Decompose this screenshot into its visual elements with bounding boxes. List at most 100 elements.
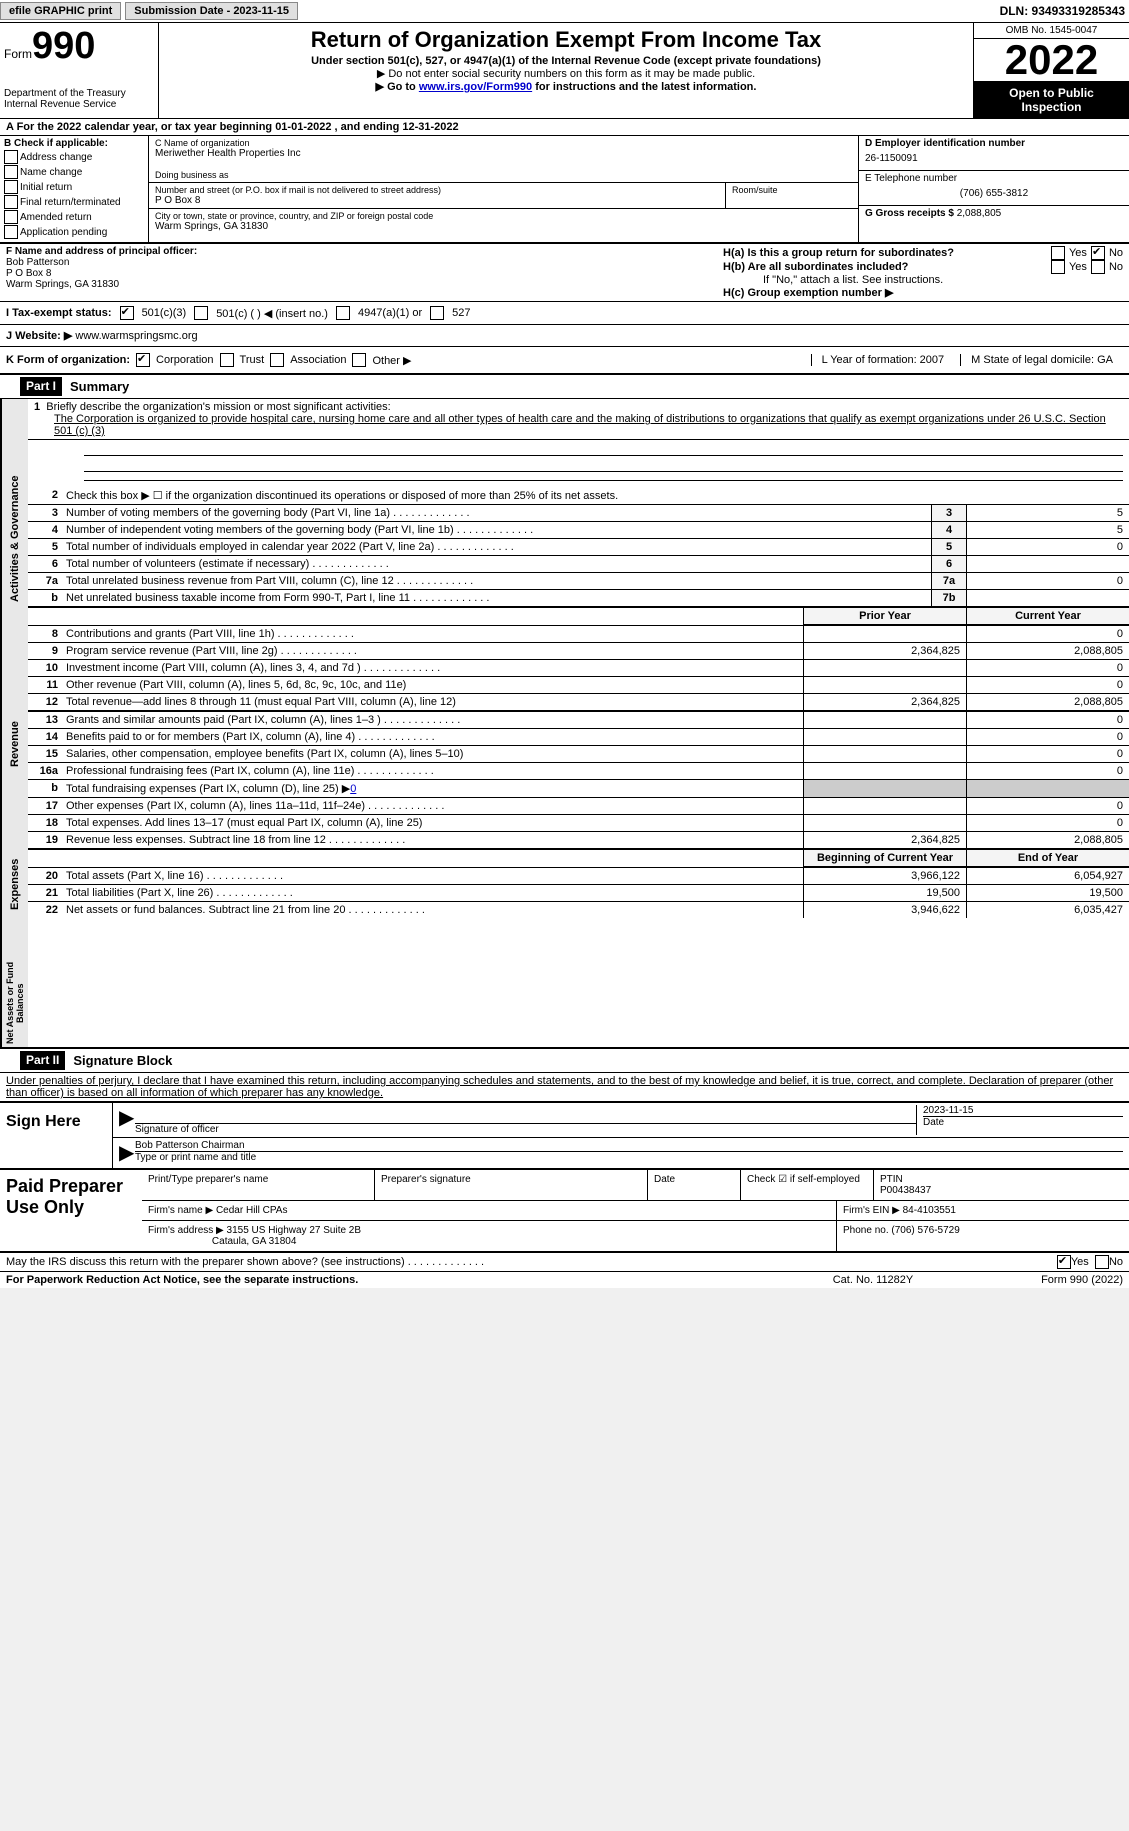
gross-label: G Gross receipts $ bbox=[865, 208, 954, 219]
col-d: D Employer identification number 26-1150… bbox=[858, 136, 1129, 242]
arrow-icon: ▶ bbox=[119, 1140, 135, 1166]
line-17: 17Other expenses (Part IX, column (A), l… bbox=[28, 798, 1129, 815]
note2-post: for instructions and the latest informat… bbox=[532, 81, 756, 93]
i-o2: 501(c) ( ) ◀ (insert no.) bbox=[216, 307, 328, 320]
fundraising-link[interactable]: 0 bbox=[350, 783, 356, 795]
sign-here-section: Sign Here ▶ Signature of officer 2023-11… bbox=[0, 1101, 1129, 1168]
k-corp[interactable] bbox=[136, 353, 150, 367]
check-label: Application pending bbox=[20, 227, 107, 238]
firm-name: Cedar Hill CPAs bbox=[216, 1205, 288, 1216]
officer-name: Bob Patterson bbox=[6, 257, 69, 268]
hb-note: If "No," attach a list. See instructions… bbox=[723, 274, 1123, 286]
check-initial[interactable]: Initial return bbox=[4, 180, 144, 194]
penalties-text: Under penalties of perjury, I declare th… bbox=[0, 1073, 1129, 1101]
check-pending[interactable]: Application pending bbox=[4, 225, 144, 239]
discuss-no[interactable] bbox=[1095, 1255, 1109, 1269]
m-state: M State of legal domicile: GA bbox=[960, 354, 1123, 366]
k-trust-label: Trust bbox=[240, 354, 265, 366]
ha-yes[interactable] bbox=[1051, 246, 1065, 260]
dept-treasury: Department of the Treasury Internal Reve… bbox=[4, 88, 154, 110]
form-page: efile GRAPHIC print Submission Date - 20… bbox=[0, 0, 1129, 1288]
i-4947[interactable] bbox=[336, 306, 350, 320]
header: Form990 Department of the Treasury Inter… bbox=[0, 23, 1129, 119]
tax-year: 2022 bbox=[974, 39, 1129, 82]
side-revenue: Revenue bbox=[0, 679, 28, 809]
blank-lines bbox=[84, 440, 1123, 481]
line-15: 15Salaries, other compensation, employee… bbox=[28, 746, 1129, 763]
row-i: I Tax-exempt status: 501(c)(3) 501(c) ( … bbox=[0, 302, 1129, 325]
line-7b: bNet unrelated business taxable income f… bbox=[28, 590, 1129, 608]
firm-addr-label: Firm's address ▶ bbox=[148, 1225, 224, 1236]
side-expenses: Expenses bbox=[0, 809, 28, 959]
ha-label: H(a) Is this a group return for subordin… bbox=[723, 247, 1047, 259]
line-14: 14Benefits paid to or for members (Part … bbox=[28, 729, 1129, 746]
k-other-label: Other ▶ bbox=[372, 354, 411, 367]
dln: DLN: 93493319285343 bbox=[1000, 4, 1129, 18]
org-name: Meriwether Health Properties Inc bbox=[155, 148, 852, 159]
line-11: 11Other revenue (Part VIII, column (A), … bbox=[28, 677, 1129, 694]
yes-label: Yes bbox=[1071, 1256, 1089, 1268]
ha-no[interactable] bbox=[1091, 246, 1105, 260]
hb-yes[interactable] bbox=[1051, 260, 1065, 274]
j-label: J Website: ▶ bbox=[6, 330, 72, 342]
prep-name-label: Print/Type preparer's name bbox=[142, 1170, 375, 1200]
l1-text: Briefly describe the organization's miss… bbox=[46, 401, 390, 413]
check-label: Initial return bbox=[20, 182, 72, 193]
header-right: OMB No. 1545-0047 2022 Open to Public In… bbox=[973, 23, 1129, 118]
form-num: 990 bbox=[32, 25, 95, 67]
line-13: 13Grants and similar amounts paid (Part … bbox=[28, 712, 1129, 729]
i-527[interactable] bbox=[430, 306, 444, 320]
line-2: 2Check this box ▶ ☐ if the organization … bbox=[28, 487, 1129, 505]
line-16a: 16aProfessional fundraising fees (Part I… bbox=[28, 763, 1129, 780]
firm-addr: 3155 US Highway 27 Suite 2B bbox=[227, 1225, 362, 1236]
prep-phone: (706) 576-5729 bbox=[891, 1225, 959, 1236]
prep-phone-label: Phone no. bbox=[843, 1225, 889, 1236]
i-501c3[interactable] bbox=[120, 306, 134, 320]
ptin-label: PTIN bbox=[880, 1174, 903, 1185]
k-other[interactable] bbox=[352, 353, 366, 367]
sig-date: 2023-11-15 bbox=[923, 1105, 1123, 1116]
part1-header: Part I Summary bbox=[0, 375, 1129, 399]
firm-name-label: Firm's name ▶ bbox=[148, 1205, 213, 1216]
header-left: Form990 Department of the Treasury Inter… bbox=[0, 23, 159, 118]
part1-title: Summary bbox=[62, 377, 137, 396]
arrow-icon: ▶ bbox=[119, 1105, 135, 1135]
section-bcd: B Check if applicable: Address change Na… bbox=[0, 136, 1129, 244]
k-trust[interactable] bbox=[220, 353, 234, 367]
h-block: H(a) Is this a group return for subordin… bbox=[717, 244, 1129, 301]
dba-label: Doing business as bbox=[155, 170, 852, 180]
prep-sig-label: Preparer's signature bbox=[375, 1170, 648, 1200]
check-amended[interactable]: Amended return bbox=[4, 210, 144, 224]
line-18: 18Total expenses. Add lines 13–17 (must … bbox=[28, 815, 1129, 832]
k-assoc-label: Association bbox=[290, 354, 346, 366]
form-number: Form990 bbox=[4, 25, 154, 68]
summary-table: Activities & Governance Revenue Expenses… bbox=[0, 399, 1129, 1049]
irs-link[interactable]: www.irs.gov/Form990 bbox=[419, 81, 532, 93]
check-self[interactable]: Check ☑ if self-employed bbox=[741, 1170, 874, 1200]
col-b: B Check if applicable: Address change Na… bbox=[0, 136, 149, 242]
net-header: Beginning of Current YearEnd of Year bbox=[28, 850, 1129, 868]
line-16b: bTotal fundraising expenses (Part IX, co… bbox=[28, 780, 1129, 798]
paid-preparer-section: Paid Preparer Use Only Print/Type prepar… bbox=[0, 1168, 1129, 1253]
open-inspection: Open to Public Inspection bbox=[974, 82, 1129, 118]
line-8: 8Contributions and grants (Part VIII, li… bbox=[28, 626, 1129, 643]
line-5: 5Total number of individuals employed in… bbox=[28, 539, 1129, 556]
ptin: P00438437 bbox=[880, 1185, 931, 1196]
ein-label: D Employer identification number bbox=[865, 138, 1123, 149]
f-label: F Name and address of principal officer: bbox=[6, 246, 197, 257]
k-corp-label: Corporation bbox=[156, 354, 213, 366]
hb-no[interactable] bbox=[1091, 260, 1105, 274]
i-501c[interactable] bbox=[194, 306, 208, 320]
discuss-yes[interactable] bbox=[1057, 1255, 1071, 1269]
check-name[interactable]: Name change bbox=[4, 165, 144, 179]
check-address[interactable]: Address change bbox=[4, 150, 144, 164]
footer-right: Form 990 (2022) bbox=[973, 1274, 1123, 1286]
l1-desc: The Corporation is organized to provide … bbox=[34, 413, 1123, 437]
website: www.warmspringsmc.org bbox=[75, 330, 197, 342]
efile-button[interactable]: efile GRAPHIC print bbox=[0, 2, 121, 20]
top-bar: efile GRAPHIC print Submission Date - 20… bbox=[0, 0, 1129, 23]
form-word: Form bbox=[4, 47, 32, 61]
check-final[interactable]: Final return/terminated bbox=[4, 195, 144, 209]
k-assoc[interactable] bbox=[270, 353, 284, 367]
line-1: 1 Briefly describe the organization's mi… bbox=[28, 399, 1129, 440]
